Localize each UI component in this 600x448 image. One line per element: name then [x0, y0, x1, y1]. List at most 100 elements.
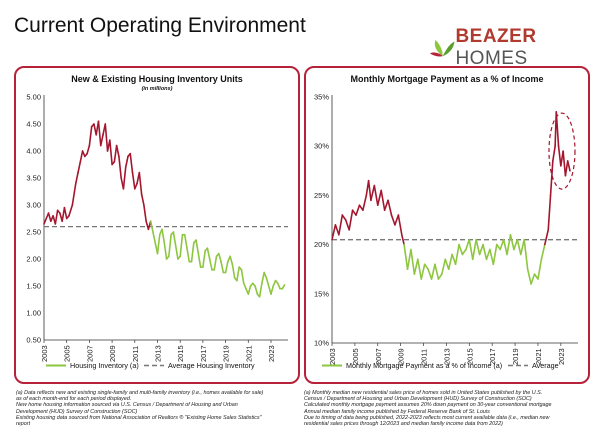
series-segment [174, 244, 179, 260]
series-segment [186, 247, 191, 263]
series-segment [74, 171, 79, 185]
series-segment [519, 238, 526, 256]
x-tick-label: 2009 [108, 345, 117, 362]
series-segment [549, 160, 554, 197]
series-segment [195, 239, 200, 255]
series-segment [63, 206, 68, 220]
series-segment [334, 224, 340, 236]
series-segment [231, 263, 236, 279]
series-segment [383, 199, 389, 211]
series-segment [430, 263, 436, 280]
series-segment [281, 284, 286, 290]
series-segment [272, 279, 277, 287]
series-segment [380, 189, 386, 211]
series-segment [485, 248, 491, 261]
leaf-logo-icon [430, 39, 455, 57]
series-segment [376, 189, 382, 207]
chart-subtitle: (in millions) [142, 86, 173, 92]
x-tick-label: 2013 [442, 348, 451, 365]
footnote-line: Existing housing data sourced from Natio… [16, 414, 262, 421]
series-segment [115, 144, 120, 158]
series-segment [208, 258, 213, 271]
series-segment [263, 271, 268, 279]
x-tick-label: 2011 [420, 349, 429, 365]
series-segment [468, 238, 474, 261]
beazer-homes-logo: BEAZER HOMES [430, 26, 600, 69]
series-segment [461, 248, 467, 256]
x-tick-label: 2009 [397, 348, 406, 365]
series-segment [71, 182, 77, 206]
x-tick-label: 2021 [534, 348, 543, 365]
x-tick-label: 2019 [511, 348, 520, 365]
logo-brand-text: BEAZER [455, 26, 537, 47]
series-segment [197, 252, 202, 268]
series-segment [373, 184, 379, 207]
y-tick-label: 20% [314, 240, 329, 249]
series-segment [54, 209, 59, 225]
series-segment [156, 233, 161, 255]
series-segment [351, 209, 357, 216]
series-segment [427, 268, 433, 280]
x-tick-label: 2013 [153, 345, 162, 362]
footnote-line: New home housing information sourced via… [16, 402, 238, 409]
series-segment [129, 152, 134, 174]
x-tick-label: 2017 [199, 345, 208, 362]
x-tick-label: 2021 [244, 345, 253, 362]
series-segment [540, 243, 546, 261]
y-tick-label: 35% [314, 93, 329, 102]
series-segment [149, 220, 154, 233]
y-tick-label: 10% [314, 339, 329, 348]
legend-average-label: Average [532, 361, 559, 370]
y-tick-label: 15% [314, 289, 329, 298]
series-segment [109, 139, 113, 166]
y-tick-label: 2.50 [26, 228, 41, 237]
y-tick-label: 1.00 [26, 309, 41, 318]
series-segment [97, 120, 102, 147]
series-segment [161, 228, 166, 244]
series-segment [331, 224, 337, 241]
series-segment [394, 214, 400, 226]
series-segment [99, 134, 104, 147]
mortgage-footnotes: (a) Monthly median new residential sales… [304, 390, 552, 427]
series-segment [475, 238, 481, 256]
series-segment [88, 125, 93, 147]
series-segment [190, 242, 195, 263]
footnote-line: as of each month-end for each period dis… [16, 396, 132, 403]
series-segment [544, 229, 550, 246]
series-segment [236, 266, 240, 282]
series-segment [43, 217, 48, 225]
x-tick-label: 2003 [40, 345, 49, 362]
peak-highlight-ellipse [548, 112, 576, 190]
mortgage-chart-panel: Monthly Mortgage Payment as a % of Incom… [304, 66, 590, 384]
x-tick-label: 2015 [176, 345, 185, 362]
series-segment [403, 243, 409, 270]
series-segment [355, 204, 361, 216]
series-segment [530, 273, 536, 285]
series-segment [557, 145, 562, 167]
series-segment [86, 144, 91, 155]
series-segment [254, 285, 259, 295]
series-segment [434, 263, 440, 280]
series-segment [451, 253, 457, 266]
series-segment [397, 214, 403, 236]
series-segment [547, 194, 552, 231]
x-tick-label: 2007 [85, 345, 94, 362]
y-tick-label: 0.50 [26, 336, 41, 345]
series-segment [276, 282, 281, 290]
y-tick-label: 5.00 [26, 93, 41, 102]
x-tick-label: 2007 [374, 348, 383, 365]
x-tick-label: 2015 [465, 348, 474, 365]
chart-title: New & Existing Housing Inventory Units [71, 74, 243, 84]
x-tick-label: 2017 [488, 348, 497, 365]
series-segment [495, 243, 501, 251]
series-segment [79, 150, 84, 163]
series-segment [454, 243, 460, 266]
footnote-line: report [16, 421, 31, 428]
series-segment [265, 277, 270, 287]
series-segment [341, 214, 347, 221]
y-tick-label: 30% [314, 142, 329, 151]
series-segment [133, 182, 138, 190]
y-tick-label: 4.50 [26, 120, 41, 129]
series-segment [138, 171, 143, 195]
inventory-footnotes: (a) Data reflects new and existing singl… [16, 390, 263, 427]
